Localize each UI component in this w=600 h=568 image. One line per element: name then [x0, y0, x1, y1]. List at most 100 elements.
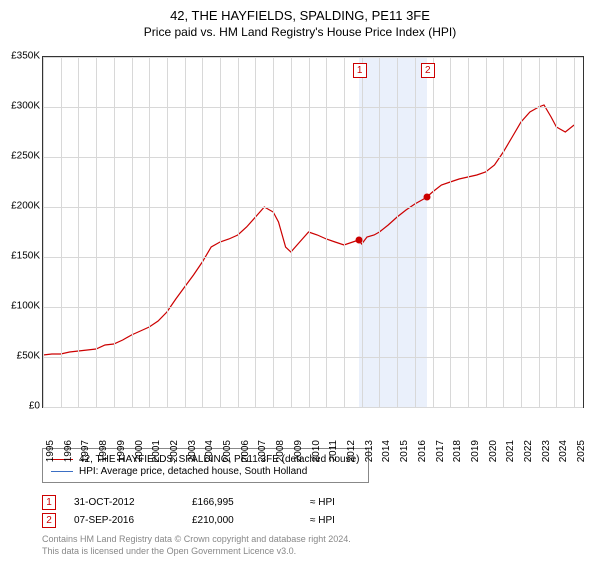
x-gridline — [362, 57, 363, 407]
x-tick-label: 2019 — [470, 440, 481, 462]
sale-note: ≈ HPI — [310, 497, 360, 508]
y-tick-label: £200K — [0, 201, 40, 212]
x-gridline — [202, 57, 203, 407]
y-gridline — [43, 207, 583, 208]
y-gridline — [43, 157, 583, 158]
x-tick-label: 2001 — [151, 440, 162, 462]
x-tick-label: 2018 — [452, 440, 463, 462]
x-gridline — [255, 57, 256, 407]
sale-marker-box: 1 — [353, 63, 367, 78]
x-gridline — [379, 57, 380, 407]
y-tick-label: £350K — [0, 51, 40, 62]
y-gridline — [43, 257, 583, 258]
x-tick-label: 2024 — [558, 440, 569, 462]
x-gridline — [167, 57, 168, 407]
x-gridline — [291, 57, 292, 407]
x-gridline — [397, 57, 398, 407]
x-tick-label: 2000 — [134, 440, 145, 462]
chart-subtitle: Price paid vs. HM Land Registry's House … — [0, 25, 600, 39]
x-tick-label: 2002 — [169, 440, 180, 462]
legend-swatch-blue — [51, 471, 73, 472]
x-tick-label: 2009 — [293, 440, 304, 462]
x-tick-label: 1996 — [63, 440, 74, 462]
x-gridline — [114, 57, 115, 407]
x-tick-label: 2025 — [576, 440, 587, 462]
x-tick-label: 2003 — [187, 440, 198, 462]
x-tick-label: 1997 — [80, 440, 91, 462]
footer-line: Contains HM Land Registry data © Crown c… — [42, 534, 351, 546]
x-gridline — [309, 57, 310, 407]
sale-marker-dot — [423, 194, 430, 201]
footer-line: This data is licensed under the Open Gov… — [42, 546, 351, 558]
y-gridline — [43, 57, 583, 58]
sale-index-box: 2 — [42, 513, 56, 528]
x-gridline — [521, 57, 522, 407]
x-gridline — [185, 57, 186, 407]
line-plot — [43, 57, 583, 407]
y-tick-label: £250K — [0, 151, 40, 162]
x-gridline — [132, 57, 133, 407]
x-tick-label: 2004 — [204, 440, 215, 462]
x-gridline — [503, 57, 504, 407]
x-gridline — [486, 57, 487, 407]
x-tick-label: 2005 — [222, 440, 233, 462]
sale-price: £166,995 — [192, 497, 292, 508]
sale-row: 2 07-SEP-2016 £210,000 ≈ HPI — [42, 513, 360, 528]
legend-label: HPI: Average price, detached house, Sout… — [79, 466, 307, 477]
x-gridline — [326, 57, 327, 407]
sale-marker-box: 2 — [421, 63, 435, 78]
x-tick-label: 2007 — [257, 440, 268, 462]
sales-table: 1 31-OCT-2012 £166,995 ≈ HPI 2 07-SEP-20… — [42, 492, 360, 531]
x-tick-label: 2008 — [275, 440, 286, 462]
x-tick-label: 2020 — [488, 440, 499, 462]
x-gridline — [539, 57, 540, 407]
x-tick-label: 2011 — [328, 440, 339, 462]
x-tick-label: 2015 — [399, 440, 410, 462]
x-gridline — [273, 57, 274, 407]
x-gridline — [43, 57, 44, 407]
x-gridline — [450, 57, 451, 407]
x-tick-label: 2010 — [311, 440, 322, 462]
x-tick-label: 2021 — [505, 440, 516, 462]
sale-row: 1 31-OCT-2012 £166,995 ≈ HPI — [42, 495, 360, 510]
x-tick-label: 1998 — [98, 440, 109, 462]
x-tick-label: 1999 — [116, 440, 127, 462]
x-gridline — [61, 57, 62, 407]
plot-area: 12 — [42, 56, 584, 408]
x-tick-label: 2013 — [364, 440, 375, 462]
sale-date: 31-OCT-2012 — [74, 497, 174, 508]
y-gridline — [43, 307, 583, 308]
legend-item: HPI: Average price, detached house, Sout… — [51, 466, 360, 477]
x-gridline — [78, 57, 79, 407]
x-tick-label: 2022 — [523, 440, 534, 462]
x-gridline — [149, 57, 150, 407]
chart-title: 42, THE HAYFIELDS, SPALDING, PE11 3FE — [0, 8, 600, 23]
y-gridline — [43, 407, 583, 408]
x-tick-label: 2006 — [240, 440, 251, 462]
x-gridline — [220, 57, 221, 407]
sale-index-box: 1 — [42, 495, 56, 510]
x-gridline — [96, 57, 97, 407]
y-tick-label: £150K — [0, 251, 40, 262]
x-tick-label: 2012 — [346, 440, 357, 462]
x-tick-label: 2016 — [417, 440, 428, 462]
x-gridline — [415, 57, 416, 407]
x-gridline — [344, 57, 345, 407]
x-gridline — [556, 57, 557, 407]
y-tick-label: £50K — [0, 351, 40, 362]
sale-note: ≈ HPI — [310, 515, 360, 526]
x-tick-label: 2023 — [541, 440, 552, 462]
x-tick-label: 2014 — [381, 440, 392, 462]
x-gridline — [468, 57, 469, 407]
sale-price: £210,000 — [192, 515, 292, 526]
x-gridline — [238, 57, 239, 407]
y-tick-label: £0 — [0, 401, 40, 412]
y-gridline — [43, 357, 583, 358]
x-tick-label: 2017 — [435, 440, 446, 462]
y-tick-label: £300K — [0, 101, 40, 112]
chart-container: 42, THE HAYFIELDS, SPALDING, PE11 3FE Pr… — [0, 8, 600, 568]
x-gridline — [433, 57, 434, 407]
footer-attribution: Contains HM Land Registry data © Crown c… — [42, 534, 351, 557]
y-tick-label: £100K — [0, 301, 40, 312]
y-gridline — [43, 107, 583, 108]
